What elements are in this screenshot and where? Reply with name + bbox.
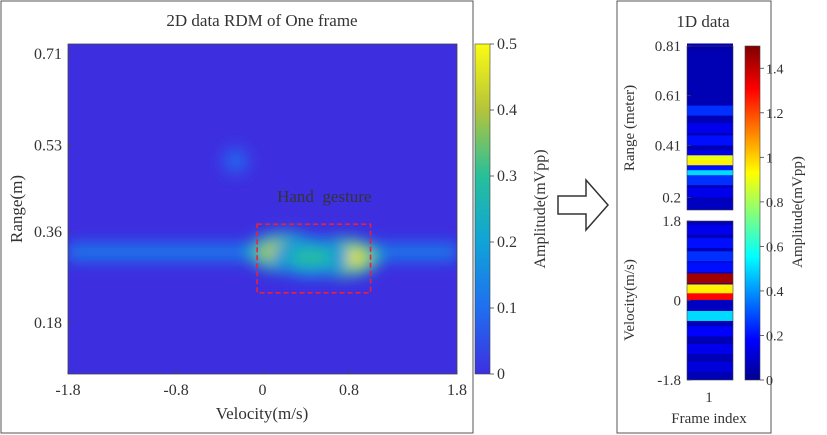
rdm-y-label: Range(m)	[7, 175, 26, 243]
range-strip	[686, 43, 734, 211]
velocity-y-axis: -1.8 0 1.8	[657, 214, 691, 389]
strip-bin	[687, 135, 733, 146]
strip-bin	[687, 310, 733, 321]
range-y-label: Range (meter)	[622, 85, 638, 171]
strip-bin	[687, 293, 733, 304]
arrow-right-icon	[557, 178, 609, 232]
frame-tick-label: 1	[705, 390, 713, 406]
strip-bin	[687, 200, 733, 211]
onedim-colorbar: 0 0.2 0.4 0.6 0.8 1 1.2 1.4 Amplitude(mVpp)	[744, 45, 806, 389]
left-panel-frame	[0, 0, 474, 434]
y-tick-label: 0.36	[34, 224, 62, 241]
colorbar-tick-label: 0.5	[497, 36, 517, 53]
frame-index-label: Frame index	[671, 411, 747, 427]
peak-core	[295, 251, 328, 264]
strip-bin	[687, 123, 733, 133]
strip-bin	[687, 187, 733, 198]
x-tick-label: 0.8	[339, 382, 359, 399]
jet-colorbar-tick-label: 1.2	[766, 107, 784, 122]
strip-y-tick-label: -1.8	[657, 373, 681, 389]
onedim-colorbar-ramp	[744, 45, 761, 381]
jet-colorbar-tick-label: 0.2	[766, 329, 784, 344]
rdm-x-label: Velocity(m/s)	[216, 404, 309, 423]
jet-colorbar-tick-label: 0.4	[766, 285, 784, 300]
strip-y-tick-label: 0.41	[655, 138, 681, 154]
x-tick-label: -0.8	[163, 382, 188, 399]
strip-y-tick-label: 0.2	[662, 191, 681, 207]
x-tick-label: -1.8	[55, 382, 80, 399]
y-tick-label: 0.53	[34, 138, 62, 155]
colorbar-tick-label: 0	[497, 366, 505, 383]
jet-colorbar-tick-label: 0.8	[766, 196, 784, 211]
strip-bin	[687, 43, 733, 54]
jet-colorbar-tick-label: 1	[766, 151, 773, 166]
rdm-y-axis: 0.18 0.36 0.53 0.71	[34, 46, 72, 332]
strip-bin	[687, 273, 733, 284]
strip-bin	[687, 326, 733, 337]
rdm-x-axis: -1.8 -0.8 0 0.8 1.8	[55, 370, 467, 399]
strip-bin	[687, 251, 733, 262]
colorbar-tick-label: 0.1	[497, 300, 517, 317]
jet-colorbar-tick-label: 0	[766, 374, 773, 389]
strip-y-tick-label: 1.8	[662, 214, 681, 230]
x-tick-label: 1.8	[447, 382, 467, 399]
colorbar-tick-label: 0.3	[497, 168, 517, 185]
velocity-strip	[686, 220, 734, 381]
jet-colorbar-tick-label: 1.4	[766, 62, 784, 77]
y-tick-label: 0.18	[34, 315, 62, 332]
strip-bin	[687, 284, 733, 295]
hand-gesture-box	[256, 223, 372, 294]
y-tick-label: 0.71	[34, 46, 62, 63]
onedim-colorbar-label: Amplitude(mVpp)	[790, 156, 806, 268]
rdm-background	[68, 44, 457, 374]
right-panel-frame	[616, 0, 772, 434]
colorbar-tick-label: 0.2	[497, 234, 517, 251]
rdm-colorbar-ramp	[474, 43, 491, 375]
velocity-y-label: Velocity(m/s)	[622, 259, 638, 341]
hand-gesture-label: Hand gesture	[277, 187, 371, 206]
strip-bin	[687, 299, 733, 310]
range-y-axis: 0.2 0.41 0.61 0.81	[655, 39, 691, 207]
strip-bin	[687, 262, 733, 273]
strip-y-tick-label: 0.81	[655, 39, 681, 55]
strip-bin	[687, 344, 733, 355]
jet-colorbar-tick-label: 0.6	[766, 240, 784, 255]
strip-bin	[687, 238, 733, 249]
peak	[227, 152, 244, 169]
strip-y-tick-label: 0	[674, 294, 682, 310]
rdm-heatmap: Hand gesture	[67, 43, 458, 375]
rdm-colorbar-label: Amplitude(mVpp)	[532, 149, 549, 268]
onedim-title: 1D data	[676, 12, 730, 31]
strip-bin	[687, 361, 733, 372]
strip-bin	[687, 175, 733, 186]
strip-y-tick-label: 0.61	[655, 89, 681, 105]
rdm-title: 2D data RDM of One frame	[166, 11, 357, 30]
colorbar-tick-label: 0.4	[497, 102, 517, 119]
strip-bin	[687, 224, 733, 235]
range-strip-box	[686, 45, 734, 211]
x-tick-label: 0	[259, 382, 267, 399]
strip-bin	[687, 105, 733, 116]
rdm-colorbar: 0 0.1 0.2 0.3 0.4 0.5 Amplitude(mVpp)	[474, 36, 549, 383]
